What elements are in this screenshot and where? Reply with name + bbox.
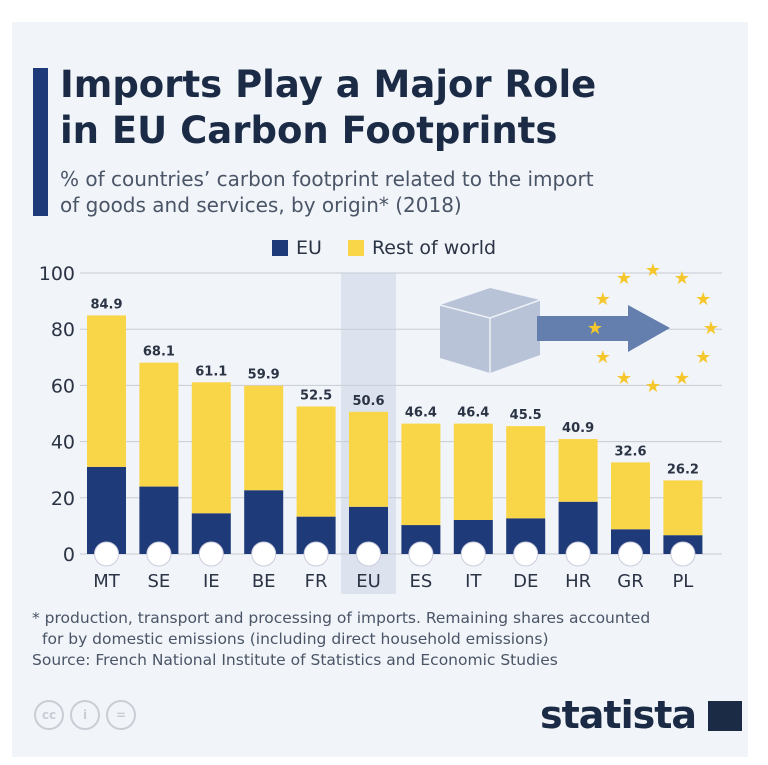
data-label: 46.4 <box>405 406 437 421</box>
flag-icon-ie <box>198 541 224 567</box>
flag-icon-se <box>146 541 172 567</box>
bar-rest-gr <box>611 462 650 530</box>
eu-star-icon: ★ <box>674 268 690 289</box>
legend-eu: EU <box>271 237 322 259</box>
x-tick-label: DE <box>513 571 538 592</box>
data-label: 26.2 <box>667 462 699 477</box>
eu-star-icon: ★ <box>645 260 661 281</box>
eu-star-icon: ★ <box>595 347 611 368</box>
data-label: 32.6 <box>614 444 646 459</box>
bar-rest-de <box>506 426 546 519</box>
legend-rest: Rest of world <box>347 237 496 259</box>
flag-icon-it <box>460 541 486 567</box>
eu-star-icon: ★ <box>595 289 611 310</box>
source: Source: French National Institute of Sta… <box>32 651 558 669</box>
x-tick-label: MT <box>93 571 121 592</box>
subtitle-line-1: % of countries’ carbon footprint related… <box>60 167 594 191</box>
legend: EU Rest of world <box>0 237 768 261</box>
y-tick-label: 100 <box>39 263 75 285</box>
x-tick-label: HR <box>565 571 591 592</box>
x-tick-label: IT <box>465 571 482 592</box>
y-tick-label: 60 <box>51 375 75 397</box>
eu-star-icon: ★ <box>695 289 711 310</box>
bar-rest-es <box>401 423 441 526</box>
x-tick-label: FR <box>305 571 328 592</box>
no-derivatives-icon: = <box>106 700 136 730</box>
flag-icon-es <box>408 541 434 567</box>
data-label: 59.9 <box>248 368 280 383</box>
eu-star-icon: ★ <box>616 268 632 289</box>
chart-subtitle: % of countries’ carbon footprint related… <box>60 166 594 218</box>
footnote: * production, transport and processing o… <box>32 608 650 671</box>
data-label: 84.9 <box>90 297 122 312</box>
bar-rest-eu <box>349 411 388 507</box>
data-label: 46.4 <box>457 406 489 421</box>
title-line-1: Imports Play a Major Role <box>60 63 597 106</box>
data-label: 61.1 <box>195 364 227 379</box>
y-tick-label: 40 <box>51 432 75 454</box>
bar-eu-mt <box>87 466 126 554</box>
eu-star-icon: ★ <box>703 318 719 339</box>
note-line-1: * production, transport and processing o… <box>32 609 651 627</box>
eu-star-icon: ★ <box>674 368 690 389</box>
data-label: 68.1 <box>143 345 175 360</box>
subtitle-line-2: of goods and services, by origin* (2018) <box>60 193 462 217</box>
x-tick-label: BE <box>252 571 276 592</box>
eu-star-icon: ★ <box>587 318 603 339</box>
x-tick-label: SE <box>147 571 170 592</box>
eu-star-icon: ★ <box>645 376 661 397</box>
arrow-icon <box>537 305 670 352</box>
flag-icon-pl <box>670 541 696 567</box>
bar-rest-ie <box>191 382 231 514</box>
x-tick-label: ES <box>409 571 432 592</box>
data-label: 50.6 <box>352 394 384 409</box>
bar-rest-it <box>453 423 493 520</box>
flag-icon-mt <box>94 541 119 567</box>
statista-logo: statista <box>540 693 743 737</box>
y-tick-label: 20 <box>51 488 75 510</box>
x-tick-label: GR <box>617 571 643 592</box>
note-line-2: for by domestic emissions (including dir… <box>42 630 549 648</box>
data-label: 52.5 <box>300 388 332 403</box>
x-tick-label: IE <box>203 571 220 592</box>
box-edges <box>439 299 541 373</box>
chart-title: Imports Play a Major Role in EU Carbon Fo… <box>60 62 596 154</box>
eu-star-icon: ★ <box>695 347 711 368</box>
flag-icon-be <box>251 541 277 567</box>
bar-rest-pl <box>663 480 703 536</box>
cc-icon: cc <box>34 700 64 730</box>
bar-rest-be <box>244 385 284 491</box>
data-label: 45.5 <box>510 408 542 423</box>
flag-icon-hr <box>565 541 591 567</box>
bar-rest-fr <box>296 406 336 517</box>
flag-icon-fr <box>303 541 329 567</box>
flag-icon-de <box>513 541 539 567</box>
eu-star-icon: ★ <box>616 368 632 389</box>
bar-rest-se <box>139 362 179 487</box>
bar-rest-hr <box>558 439 598 502</box>
flag-icon-eu <box>356 541 381 567</box>
x-tick-label: PL <box>672 571 693 592</box>
flag-icon-gr <box>618 541 643 567</box>
bar-rest-mt <box>87 315 126 467</box>
y-tick-label: 80 <box>51 319 75 341</box>
title-line-2: in EU Carbon Footprints <box>60 109 558 152</box>
x-tick-label: EU <box>356 571 381 592</box>
y-tick-label: 0 <box>63 544 75 566</box>
title-accent-bar <box>33 68 48 216</box>
attribution-icon: i <box>70 700 100 730</box>
data-label: 40.9 <box>562 421 594 436</box>
